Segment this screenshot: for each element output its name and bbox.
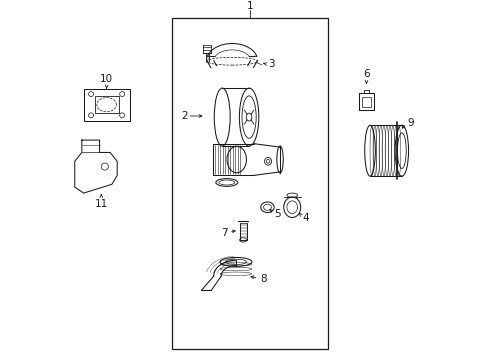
Bar [83,89,129,121]
Text: 3: 3 [268,59,275,69]
Text: 7: 7 [221,228,227,238]
Bar [361,96,370,107]
Text: 10: 10 [100,74,113,84]
Bar [172,18,327,349]
Bar [94,96,119,113]
Text: 1: 1 [246,1,253,11]
Text: 5: 5 [274,209,281,219]
Text: 6: 6 [363,69,369,79]
Text: 11: 11 [95,199,108,209]
Text: 9: 9 [407,118,413,128]
Bar [358,93,373,110]
Text: 2: 2 [181,111,187,121]
Text: 8: 8 [260,274,266,284]
Text: 4: 4 [302,213,309,223]
